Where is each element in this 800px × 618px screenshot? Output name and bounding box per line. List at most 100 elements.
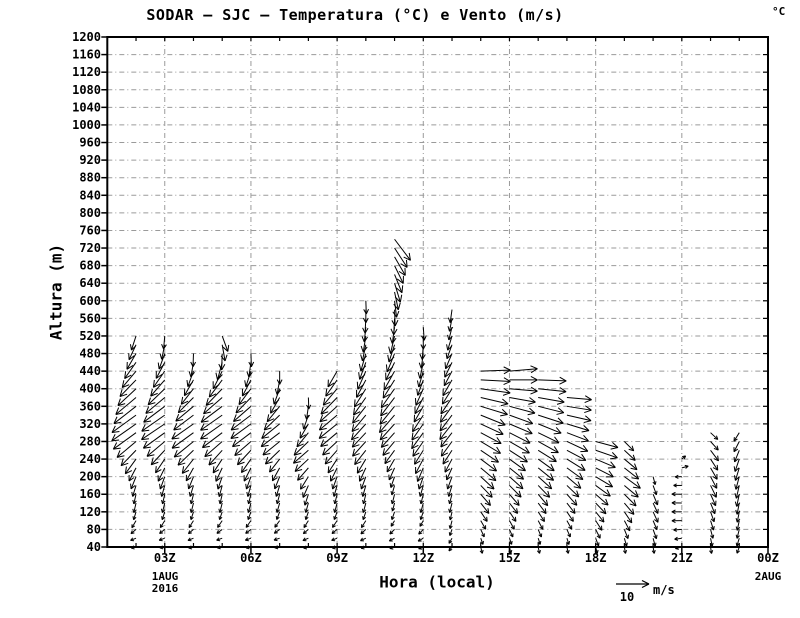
wind-arrow: [442, 379, 453, 397]
wind-arrow: [566, 476, 582, 489]
wind-arrow: [448, 511, 453, 521]
wind-arrow: [155, 458, 166, 474]
start-date-line1: 1AUG: [151, 570, 179, 583]
wind-arrow: [130, 545, 137, 550]
wind-arrow: [566, 485, 580, 498]
wind-arrow: [389, 545, 395, 550]
wind-arrow: [595, 458, 616, 469]
wind-arrow: [566, 520, 573, 530]
wind-arrow: [356, 458, 367, 474]
wind-arrow: [566, 467, 584, 480]
wind-arrow: [294, 458, 309, 472]
wind-arrow: [325, 379, 338, 397]
wind-arrow: [418, 485, 424, 497]
wind-arrow: [566, 423, 590, 433]
wind-arrow: [217, 545, 223, 550]
wind-arrow: [380, 432, 395, 448]
y-tick-label: 1160: [72, 48, 101, 62]
wind-arrow: [248, 353, 255, 367]
wind-arrow: [595, 485, 611, 497]
wind-arrow: [384, 449, 395, 465]
wind-arrow: [566, 414, 592, 424]
wind-profile-column-15: [508, 365, 538, 554]
wind-arrow: [161, 511, 166, 521]
wind-arrow: [180, 388, 194, 405]
wind-arrow: [205, 388, 223, 406]
wind-arrow: [353, 388, 367, 408]
wind-arrow: [624, 476, 641, 489]
wind-arrow: [394, 256, 406, 276]
wind-arrow: [566, 449, 587, 461]
wind-profile-column-11: [378, 238, 411, 550]
wind-arrow: [260, 432, 280, 448]
wind-arrow: [234, 441, 252, 457]
wind-arrow: [595, 511, 605, 523]
wind-arrow: [414, 450, 424, 465]
chart-title: SODAR – SJC – Temperatura (°C) e Vento (…: [146, 6, 564, 24]
wind-arrow: [394, 265, 404, 284]
wind-arrow: [480, 405, 508, 417]
wind-arrow: [126, 353, 137, 370]
y-tick-label: 760: [79, 223, 101, 237]
wind-arrow: [274, 485, 281, 497]
wind-arrow: [322, 441, 338, 456]
wind-arrow: [245, 545, 252, 550]
wind-arrow: [710, 529, 715, 539]
wind-arrow: [232, 432, 252, 448]
wind-arrow: [216, 476, 223, 490]
wind-arrow: [215, 467, 223, 482]
wind-arrow: [411, 432, 424, 450]
wind-arrow: [444, 362, 453, 378]
wind-arrow: [681, 455, 687, 460]
wind-arrow: [120, 449, 137, 467]
wind-arrow: [216, 529, 223, 534]
wind-arrow: [275, 511, 281, 520]
wind-arrow: [595, 529, 601, 539]
wind-arrow: [390, 485, 396, 496]
wind-arrow: [181, 458, 194, 474]
wind-arrow: [247, 494, 252, 505]
wind-arrow: [442, 450, 453, 465]
wind-arrow: [673, 483, 682, 488]
plot-frame: [106, 36, 770, 548]
wind-arrow: [445, 344, 453, 360]
y-tick-label: 160: [79, 487, 101, 501]
wind-arrow: [361, 502, 367, 513]
wind-arrow: [509, 405, 536, 416]
y-tick-label: 240: [79, 452, 101, 466]
wind-arrow: [270, 397, 281, 414]
wind-arrow: [391, 502, 396, 512]
wind-arrow: [304, 511, 309, 520]
wind-arrow: [448, 494, 453, 505]
wind-arrow: [159, 520, 166, 529]
wind-arrow: [390, 494, 396, 505]
wind-arrow: [418, 545, 424, 550]
wind-arrow: [177, 449, 194, 466]
wind-arrow: [235, 397, 252, 414]
wind-arrow: [441, 388, 453, 405]
y-tick-label: 1040: [72, 100, 101, 114]
wind-arrow: [332, 485, 338, 497]
wind-arrow: [132, 494, 137, 505]
wind-arrow: [389, 476, 396, 488]
wind-arrow: [112, 432, 137, 450]
wind-arrow: [204, 441, 223, 458]
wind-arrow: [262, 441, 280, 456]
wind-arrow: [480, 377, 511, 386]
wind-arrow: [733, 467, 740, 481]
wind-profile-column-5: [200, 335, 230, 550]
wind-arrow: [448, 537, 453, 544]
wind-arrow: [595, 449, 618, 460]
wind-arrow: [159, 476, 166, 490]
wind-arrow: [710, 467, 718, 480]
y-tick-label: 600: [79, 294, 101, 308]
wind-arrow: [537, 493, 549, 507]
wind-arrow: [566, 502, 576, 514]
wind-arrow: [566, 395, 592, 404]
wind-arrow: [130, 476, 137, 490]
wind-arrow: [331, 520, 338, 528]
wind-arrow: [448, 502, 453, 513]
wind-arrow: [480, 485, 493, 498]
wind-arrow: [150, 449, 166, 466]
wind-arrow: [566, 493, 578, 506]
